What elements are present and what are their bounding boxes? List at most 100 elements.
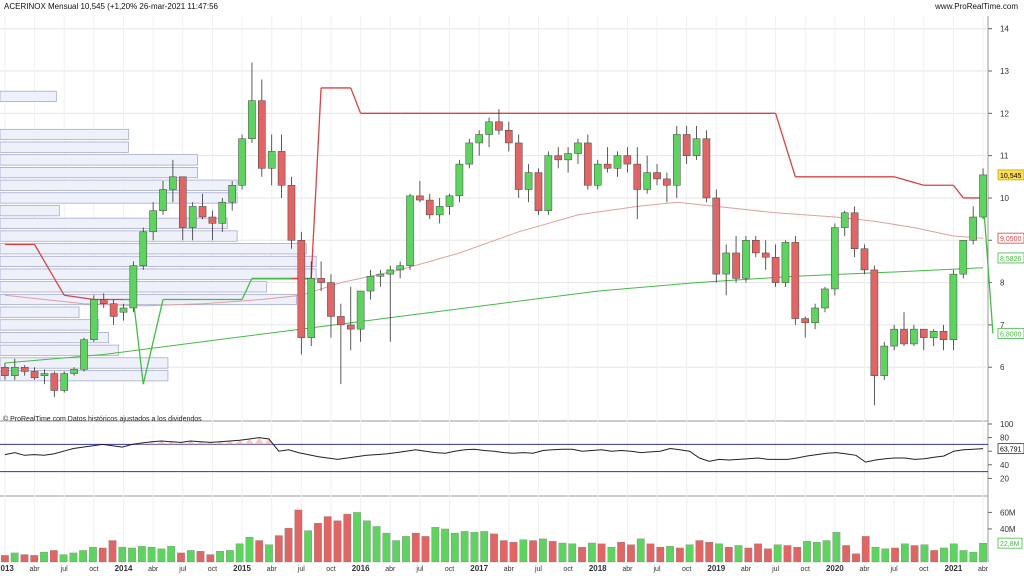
candle-body	[465, 142, 474, 165]
volume-bar	[949, 543, 958, 563]
supertrend-segment	[64, 294, 94, 301]
rsi-overbought-fill	[244, 438, 255, 445]
rsi-overbought-fill	[205, 442, 216, 445]
volume-bar	[715, 543, 723, 563]
volume-bar	[597, 543, 606, 563]
volume-bar	[783, 545, 792, 563]
volume-bar	[910, 545, 919, 563]
rsi-overbought-fill	[215, 441, 225, 445]
candle-body	[505, 130, 513, 144]
volume-bar	[940, 547, 948, 563]
volume-bar	[470, 532, 479, 563]
candle-body	[70, 369, 78, 374]
x-tick-label: oct	[445, 566, 454, 573]
volume-bar	[685, 544, 694, 563]
rsi-badge-label: 63,791	[1000, 447, 1022, 454]
candle-body	[248, 100, 256, 139]
volume-bar	[304, 530, 313, 563]
site-link[interactable]: www.ProRealTime.com	[935, 2, 1018, 11]
supertrend-segment	[132, 299, 144, 385]
candle-body	[30, 371, 39, 379]
price-tick-label: 11	[1000, 152, 1009, 161]
x-tick-label: abr	[978, 566, 989, 573]
volume-bar	[402, 536, 410, 563]
rsi-overbought-fill	[254, 437, 265, 445]
candle-body	[406, 195, 414, 266]
volume-bar	[852, 553, 860, 563]
volume-bar	[539, 538, 547, 563]
candle-body	[702, 138, 711, 199]
price-badge	[997, 252, 1024, 264]
volume-bar	[411, 532, 420, 563]
volume-badge	[997, 537, 1023, 549]
volume-bar	[656, 546, 665, 563]
volume-bar	[734, 545, 743, 563]
candle-body	[90, 299, 98, 340]
volume-bar	[529, 540, 537, 563]
candle-body	[1, 366, 9, 376]
price-badge	[997, 327, 1024, 339]
rsi-panel: 1008060402063,791	[0, 420, 1024, 483]
x-tick-label: jul	[297, 566, 305, 573]
volume-bar	[744, 547, 753, 563]
candle-body	[267, 151, 276, 169]
volume-bar	[773, 544, 782, 563]
rsi-overbought-fill	[156, 441, 167, 445]
candle-body	[672, 134, 681, 186]
candle-body	[445, 195, 454, 207]
supertrend-segment	[310, 87, 322, 279]
volume-bar	[803, 541, 811, 563]
rsi-tick-label: 100	[1000, 420, 1014, 429]
candle-body	[939, 331, 948, 340]
volume-bar	[40, 551, 48, 563]
volume-bar	[558, 542, 567, 563]
rsi-tick-label: 20	[1000, 474, 1009, 483]
x-tick-label: 2015	[233, 564, 251, 573]
volume-bar	[362, 520, 371, 563]
volume-profile-bar	[0, 268, 317, 280]
rsi-badge	[997, 443, 1024, 455]
volume-bar	[548, 541, 557, 563]
volume-bar	[587, 542, 596, 563]
candle-body	[929, 331, 938, 338]
candle-body	[732, 252, 740, 279]
candle-body	[238, 138, 246, 186]
x-tick-label: 2021	[945, 564, 963, 573]
x-tick-label: 2018	[589, 564, 607, 573]
volume-bar	[881, 548, 890, 563]
volume-bar	[108, 540, 117, 563]
candle-body	[11, 366, 19, 376]
candle-body	[979, 174, 987, 218]
candle-body	[574, 142, 582, 154]
volume-bar	[382, 532, 391, 563]
x-tick-label: jul	[534, 566, 542, 573]
volume-profile-bar	[0, 167, 198, 179]
supertrend-segment	[774, 113, 796, 177]
volume-bar	[314, 522, 322, 563]
x-tick-label: jul	[178, 566, 186, 573]
x-tick-label: abr	[622, 566, 633, 573]
volume-bar	[147, 546, 156, 563]
candle-body	[258, 100, 266, 169]
x-tick-label: 2014	[115, 564, 133, 573]
price-badge	[997, 232, 1024, 244]
candle-body	[781, 242, 790, 283]
volume-profile-bar	[0, 243, 307, 255]
volume-bar	[607, 546, 616, 563]
volume-bar	[30, 555, 39, 563]
candle-body	[277, 151, 286, 186]
price-tick-label: 7	[1000, 321, 1005, 330]
x-tick-label: oct	[801, 566, 810, 573]
volume-bar	[441, 528, 449, 563]
rsi-overbought-fill	[195, 441, 206, 445]
volume-bar	[451, 532, 459, 563]
volume-bar	[764, 548, 772, 563]
candle-body	[485, 121, 493, 135]
volume-bar	[167, 546, 176, 563]
volume-bar	[675, 547, 684, 563]
volume-bar	[323, 516, 332, 563]
candle-body	[129, 265, 138, 309]
candle-body	[208, 216, 217, 224]
candle-body	[742, 240, 750, 279]
